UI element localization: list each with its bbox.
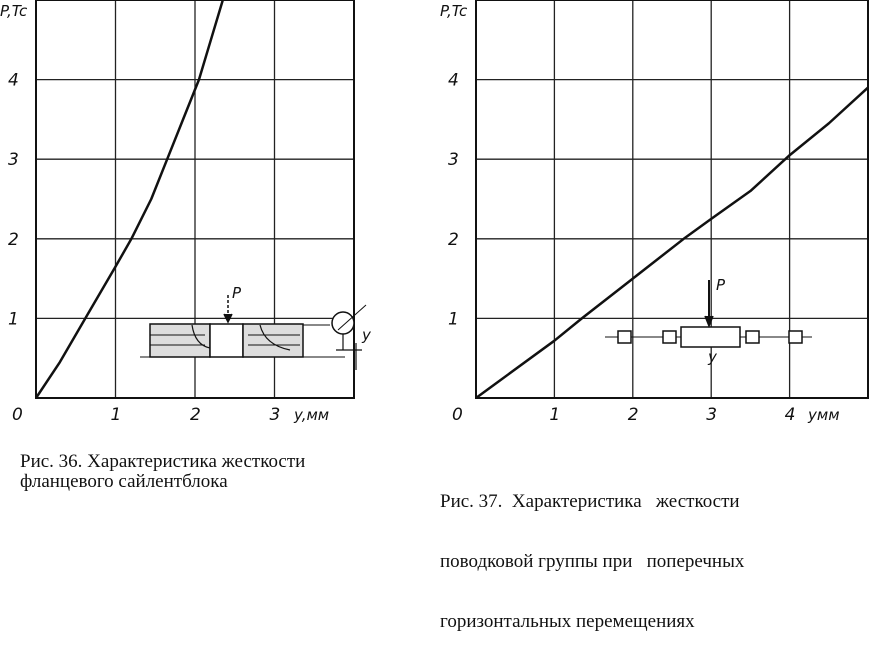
series-line bbox=[475, 86, 869, 400]
series-line bbox=[34, 0, 225, 399]
chart-fig37: 0 1 2 3 4 1 2 3 4 P,Tc yмм bbox=[440, 0, 869, 425]
plot-frame bbox=[475, 0, 869, 399]
caption-line: поводковой группы при поперечных bbox=[440, 551, 745, 572]
inset-label-p: P bbox=[716, 276, 726, 294]
x-tick-label: 3 bbox=[270, 405, 281, 425]
caption-line: фланцевого сайлентблока bbox=[20, 471, 228, 492]
y-tick-label: 2 bbox=[448, 230, 459, 250]
x-axis-label: y,мм bbox=[293, 406, 329, 424]
caption-line: Рис. 36. Характеристика жесткости bbox=[20, 451, 306, 472]
caption-line: горизонтальных перемещениях bbox=[440, 611, 695, 632]
y-tick-label: 3 bbox=[448, 150, 459, 170]
y-tick-label: 1 bbox=[8, 309, 19, 329]
y-tick-label: 4 bbox=[8, 71, 19, 91]
y-axis-label: P,Tc bbox=[0, 2, 28, 20]
caption-fig37: Рис. 37. Характеристика жесткости поводк… bbox=[440, 452, 744, 652]
x-tick-label: 2 bbox=[628, 405, 639, 425]
caption-line: Рис. 37. Характеристика жесткости bbox=[440, 491, 740, 512]
y-tick-label: 1 bbox=[448, 309, 459, 329]
x-axis-label: yмм bbox=[807, 406, 840, 424]
plot-frame bbox=[35, 0, 355, 399]
y-tick-label: 4 bbox=[448, 71, 459, 91]
figure-canvas: 0 1 2 3 1 2 3 4 P,Tc y,мм 0 1 2 3 4 1 2 3 4 P,Tc yмм P y P … bbox=[0, 0, 869, 425]
inset-label-y: y bbox=[361, 326, 372, 344]
y-tick-label: 2 bbox=[8, 230, 19, 250]
x-tick-label: 1 bbox=[111, 405, 122, 425]
x-tick-label: 1 bbox=[549, 405, 560, 425]
x-tick-label: 4 bbox=[785, 405, 796, 425]
inset-label-p: P bbox=[232, 284, 242, 302]
silentblock-schematic-inset: P y bbox=[140, 284, 372, 370]
chart-fig36: 0 1 2 3 1 2 3 4 P,Tc y,мм bbox=[0, 0, 355, 425]
x-tick-label: 0 bbox=[452, 405, 463, 425]
drive-group-schematic-inset: P y bbox=[605, 276, 812, 366]
y-axis-label: P,Tc bbox=[440, 2, 468, 20]
x-tick-label: 0 bbox=[12, 405, 23, 425]
x-tick-label: 3 bbox=[706, 405, 717, 425]
x-tick-label: 2 bbox=[190, 405, 201, 425]
y-tick-label: 3 bbox=[8, 150, 19, 170]
inset-label-y: y bbox=[707, 348, 718, 366]
caption-fig36: Рис. 36. Характеристика жесткости фланце… bbox=[20, 452, 305, 492]
